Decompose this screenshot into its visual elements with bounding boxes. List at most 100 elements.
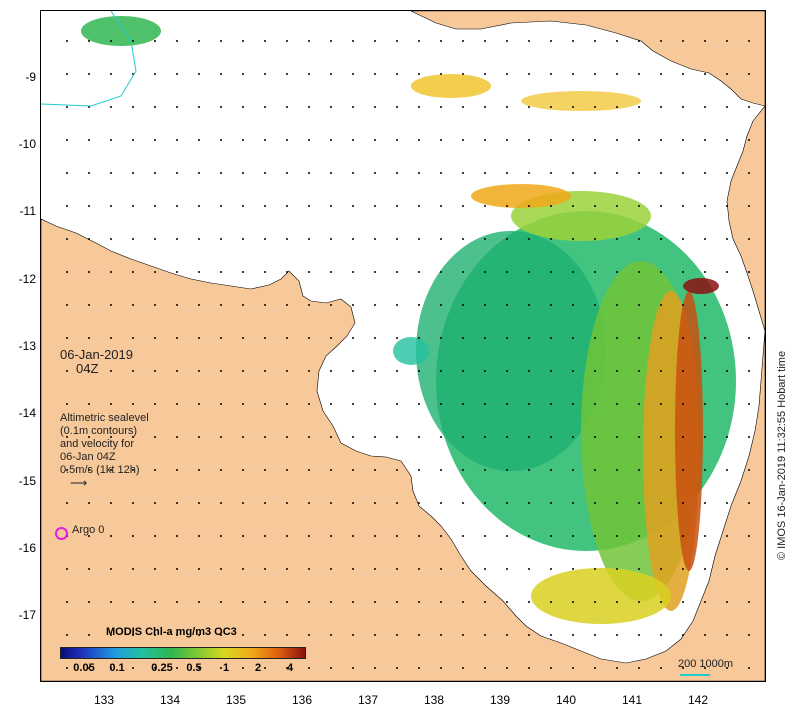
velocity-vector — [264, 304, 266, 306]
velocity-vector — [440, 205, 442, 207]
velocity-vector — [726, 568, 728, 570]
velocity-vector — [330, 337, 332, 339]
velocity-vector — [242, 40, 244, 42]
velocity-vector — [286, 271, 288, 273]
velocity-vector — [308, 535, 310, 537]
velocity-vector — [396, 667, 398, 669]
velocity-vector — [396, 601, 398, 603]
velocity-vector — [110, 73, 112, 75]
velocity-vector — [462, 172, 464, 174]
velocity-vector — [418, 403, 420, 405]
velocity-vector — [484, 271, 486, 273]
velocity-vector — [506, 568, 508, 570]
velocity-vector — [484, 139, 486, 141]
velocity-vector — [374, 73, 376, 75]
velocity-vector — [66, 106, 68, 108]
velocity-vector — [308, 238, 310, 240]
velocity-vector — [660, 106, 662, 108]
velocity-vector — [132, 304, 134, 306]
velocity-vector — [748, 370, 750, 372]
velocity-vector — [374, 238, 376, 240]
velocity-vector — [748, 403, 750, 405]
velocity-vector — [440, 535, 442, 537]
velocity-vector — [286, 634, 288, 636]
velocity-vector — [462, 535, 464, 537]
velocity-vector — [154, 238, 156, 240]
velocity-vector — [242, 601, 244, 603]
colorbar-tick: 4 — [286, 662, 294, 674]
velocity-vector — [682, 139, 684, 141]
velocity-vector — [88, 370, 90, 372]
velocity-vector — [660, 601, 662, 603]
lat-label: -15 — [18, 474, 36, 488]
lon-label: 142 — [687, 693, 709, 707]
velocity-vector — [374, 205, 376, 207]
velocity-vector — [638, 370, 640, 372]
velocity-vector — [660, 634, 662, 636]
velocity-vector — [660, 667, 662, 669]
legend-arrow-icon: ⟶ — [70, 476, 88, 490]
velocity-vector — [396, 337, 398, 339]
velocity-vector — [220, 205, 222, 207]
velocity-vector — [550, 469, 552, 471]
velocity-vector — [418, 337, 420, 339]
velocity-vector — [638, 568, 640, 570]
velocity-vector — [132, 436, 134, 438]
velocity-vector — [616, 40, 618, 42]
land-west — [41, 218, 765, 681]
velocity-vector — [308, 601, 310, 603]
velocity-vector — [418, 205, 420, 207]
velocity-vector — [506, 469, 508, 471]
velocity-vector — [154, 502, 156, 504]
velocity-vector — [528, 40, 530, 42]
velocity-vector — [704, 40, 706, 42]
velocity-vector — [462, 403, 464, 405]
velocity-vector — [66, 205, 68, 207]
velocity-vector — [616, 73, 618, 75]
velocity-vector — [220, 535, 222, 537]
velocity-vector — [528, 568, 530, 570]
velocity-vector — [88, 172, 90, 174]
velocity-vector — [594, 601, 596, 603]
velocity-vector — [352, 436, 354, 438]
velocity-vector — [704, 403, 706, 405]
lat-label: -17 — [18, 608, 36, 622]
velocity-vector — [396, 106, 398, 108]
velocity-vector — [220, 370, 222, 372]
velocity-vector — [374, 535, 376, 537]
velocity-vector — [726, 106, 728, 108]
velocity-vector — [594, 370, 596, 372]
velocity-vector — [550, 205, 552, 207]
velocity-vector — [264, 601, 266, 603]
velocity-vector — [264, 568, 266, 570]
velocity-vector — [594, 106, 596, 108]
velocity-vector — [176, 535, 178, 537]
velocity-vector — [198, 568, 200, 570]
velocity-vector — [110, 469, 112, 471]
velocity-vector — [242, 139, 244, 141]
velocity-vector — [286, 139, 288, 141]
velocity-vector — [88, 73, 90, 75]
velocity-vector — [352, 172, 354, 174]
velocity-vector — [638, 337, 640, 339]
velocity-vector — [264, 139, 266, 141]
velocity-vector — [264, 271, 266, 273]
velocity-vector — [66, 370, 68, 372]
velocity-vector — [66, 403, 68, 405]
velocity-vector — [396, 568, 398, 570]
velocity-vector — [352, 634, 354, 636]
velocity-vector — [594, 469, 596, 471]
velocity-vector — [594, 502, 596, 504]
velocity-vector — [572, 535, 574, 537]
velocity-vector — [704, 601, 706, 603]
velocity-vector — [638, 238, 640, 240]
velocity-vector — [704, 271, 706, 273]
velocity-vector — [220, 106, 222, 108]
velocity-vector — [286, 601, 288, 603]
velocity-vector — [286, 205, 288, 207]
velocity-vector — [198, 634, 200, 636]
velocity-vector — [638, 535, 640, 537]
velocity-vector — [154, 634, 156, 636]
velocity-vector — [550, 73, 552, 75]
velocity-vector — [198, 337, 200, 339]
